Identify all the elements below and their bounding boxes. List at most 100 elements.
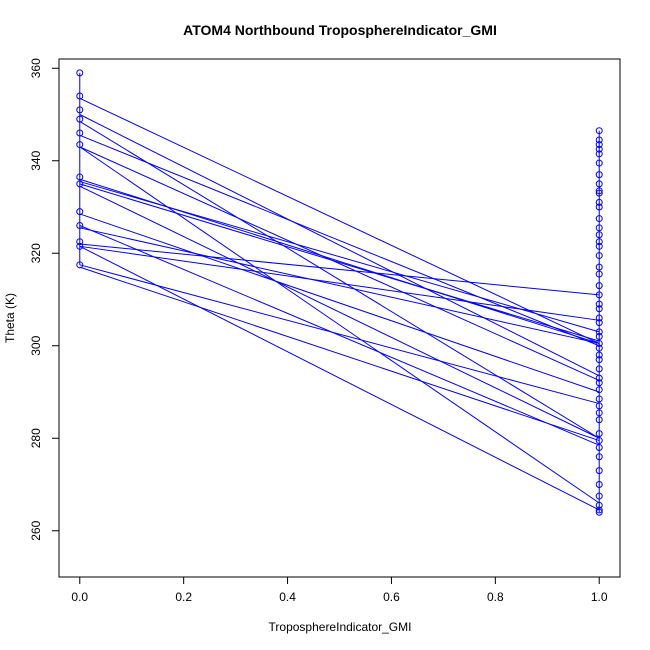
series-segment (79, 121, 600, 439)
series-segment (79, 185, 600, 439)
data-point (76, 115, 84, 123)
data-point (595, 231, 603, 239)
data-point (595, 238, 603, 246)
data-point (595, 395, 603, 403)
series-segment (79, 227, 600, 344)
data-point (595, 203, 603, 211)
series-segment (79, 134, 600, 347)
series-segment (79, 266, 600, 442)
data-point (595, 180, 603, 188)
data-point (595, 252, 603, 260)
data-point (595, 305, 603, 313)
data-point (76, 222, 84, 229)
y-tick-label: 280 (29, 428, 43, 448)
series-segment (79, 245, 600, 321)
x-tick-label: 0.6 (383, 590, 400, 604)
data-point (595, 224, 603, 232)
data-point (595, 187, 603, 195)
data-point (595, 127, 603, 135)
x-tick-label: 0.4 (279, 590, 296, 604)
y-tick-label: 320 (29, 243, 43, 263)
x-axis: 0.0 0.2 0.4 0.6 0.8 1.0 (71, 576, 608, 604)
data-point (595, 314, 603, 322)
series-segment (79, 181, 600, 333)
chart-title: ATOM4 Northbound TroposphereIndicator_GM… (183, 22, 497, 38)
data-point (595, 467, 603, 475)
data-point (76, 141, 84, 149)
y-axis: 260 280 300 320 340 360 (29, 58, 60, 541)
data-point (595, 374, 603, 382)
series-segment (79, 243, 600, 296)
data-point (595, 430, 603, 438)
x-axis-label: TroposphereIndicator_GMI (269, 620, 412, 634)
y-tick-label: 260 (29, 520, 43, 540)
data-point (595, 416, 603, 424)
data-point (595, 150, 603, 158)
data-point (595, 270, 603, 278)
data-point (595, 402, 603, 410)
data-point (76, 106, 84, 114)
x-tick-label: 1.0 (591, 590, 608, 604)
y-tick-label: 360 (29, 58, 43, 78)
data-point (595, 492, 603, 500)
data-point (595, 356, 603, 364)
data-point (595, 159, 603, 167)
data-point (595, 365, 603, 373)
x-tick-label: 0.0 (71, 590, 88, 604)
series-segment (79, 264, 600, 405)
data-point (595, 333, 603, 340)
data-point (76, 261, 84, 269)
data-point (595, 386, 603, 394)
y-tick-label: 340 (29, 150, 43, 170)
data-point (76, 238, 84, 246)
data-point (595, 328, 603, 336)
series-segment (79, 213, 600, 393)
data-point (595, 453, 603, 461)
data-point (595, 351, 603, 359)
data-point (76, 129, 84, 137)
data-point (76, 92, 84, 100)
series-segment (79, 245, 600, 511)
data-point (595, 481, 603, 488)
series-segment (79, 225, 600, 446)
data-point (595, 263, 603, 271)
data-point (76, 242, 84, 250)
series-segment (79, 146, 600, 381)
data-point (76, 69, 84, 77)
data-point (595, 171, 603, 179)
series-segment (79, 97, 600, 344)
data-point (76, 173, 84, 181)
data-point (595, 189, 603, 197)
data-point (595, 506, 603, 514)
data-point (595, 198, 603, 206)
series-segment (79, 183, 600, 342)
data-point (595, 444, 603, 451)
data-point (595, 145, 603, 153)
data-point (595, 282, 603, 290)
data-point (595, 291, 603, 299)
data-point (595, 141, 603, 149)
y-tick-label: 300 (29, 335, 43, 355)
data-point (595, 501, 603, 509)
series-segment (79, 114, 600, 377)
data-point (595, 300, 603, 308)
data-point (595, 136, 603, 144)
data-point (595, 339, 603, 347)
data-point (595, 242, 603, 250)
data-point (595, 215, 603, 223)
data-point (595, 409, 603, 417)
data-point (595, 437, 603, 445)
data-points (76, 69, 603, 516)
x-tick-label: 0.8 (487, 590, 504, 604)
data-point (595, 344, 603, 352)
data-point (595, 319, 603, 327)
data-segments (79, 72, 600, 513)
y-axis-label: Theta (K) (3, 293, 17, 343)
x-tick-label: 0.2 (175, 590, 192, 604)
data-point (76, 208, 84, 216)
data-point (76, 180, 84, 188)
data-point (595, 508, 603, 516)
data-point (595, 379, 603, 387)
